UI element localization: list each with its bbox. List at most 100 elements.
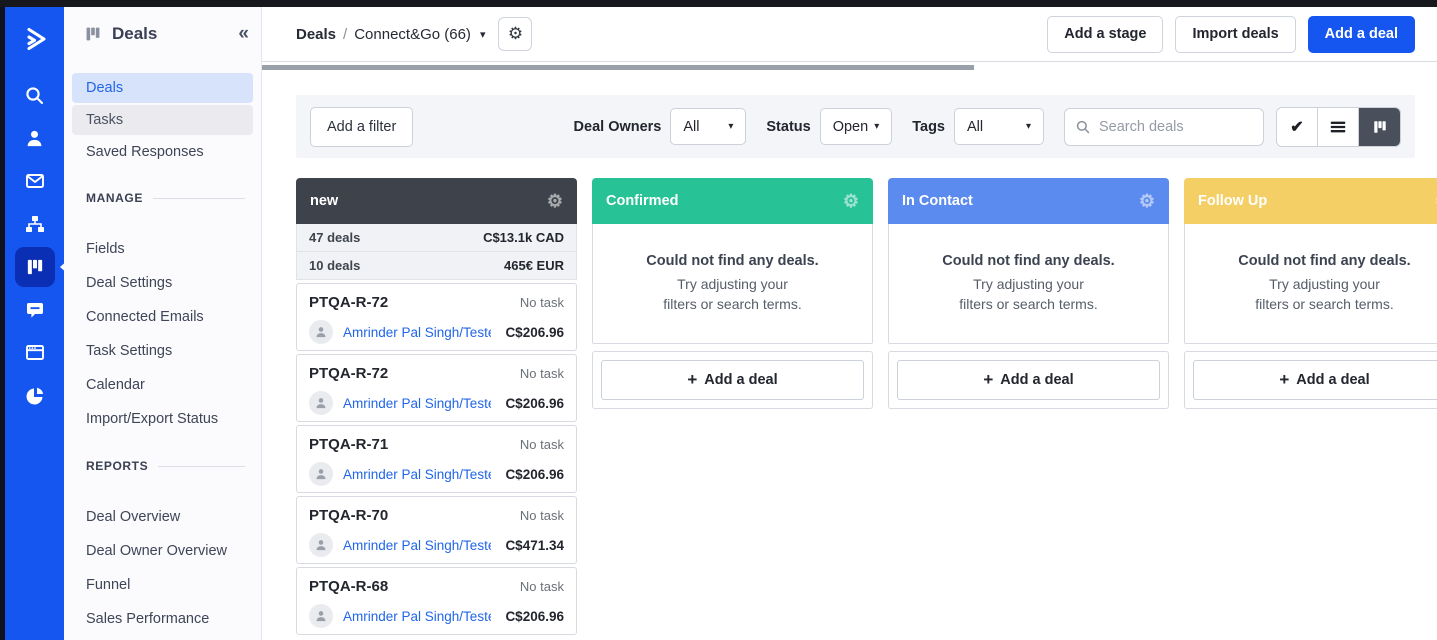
stage-gear-icon[interactable]: ⚙ bbox=[1138, 190, 1155, 211]
filter-toolbar: Add a filter Deal Owners All ▾ Status Op… bbox=[296, 95, 1415, 158]
icon-rail bbox=[0, 7, 68, 640]
add-deal-stage-button[interactable]: + Add a deal bbox=[601, 360, 864, 400]
automations-sitemap-icon[interactable] bbox=[15, 204, 55, 244]
tags-select[interactable]: All ▾ bbox=[954, 108, 1044, 145]
chevron-down-icon: ▾ bbox=[874, 121, 880, 132]
plus-icon: + bbox=[1279, 370, 1290, 389]
search-deals-box[interactable] bbox=[1064, 107, 1264, 146]
kanban-view-button[interactable] bbox=[1359, 107, 1400, 146]
check-icon: ✔ bbox=[1290, 118, 1304, 136]
horizontal-scrollbar[interactable] bbox=[262, 65, 974, 70]
search-deals-input[interactable] bbox=[1099, 118, 1253, 135]
breadcrumb[interactable]: Deals / Connect&Go (66) ▾ bbox=[296, 26, 485, 43]
deal-title[interactable]: PTQA-R-72 bbox=[309, 294, 389, 311]
sidebar-item-saved-responses[interactable]: Saved Responses bbox=[86, 144, 204, 160]
list-icon bbox=[1329, 118, 1347, 136]
deal-owners-label: Deal Owners bbox=[573, 118, 662, 135]
top-strip bbox=[0, 0, 1437, 7]
active-notch bbox=[59, 260, 68, 274]
deal-task-status: No task bbox=[519, 295, 564, 310]
deal-title[interactable]: PTQA-R-70 bbox=[309, 507, 389, 524]
chevron-down-icon: ▾ bbox=[728, 121, 734, 132]
rail-edge-divider bbox=[0, 7, 5, 640]
conversations-chat-icon[interactable] bbox=[15, 290, 55, 330]
sidebar-item-connected-emails[interactable]: Connected Emails bbox=[86, 309, 204, 325]
stage-stat-row: 47 deals C$13.1k CAD bbox=[296, 224, 577, 252]
kanban-icon bbox=[1372, 119, 1388, 135]
stage-gear-icon[interactable]: ⚙ bbox=[1435, 191, 1437, 212]
deal-title[interactable]: PTQA-R-72 bbox=[309, 365, 389, 382]
pipeline-selector[interactable]: Connect&Go (66) bbox=[354, 25, 471, 43]
activecampaign-logo-icon[interactable] bbox=[15, 19, 55, 59]
sidebar-section-manage: MANAGE Fields Deal Settings Connected Em… bbox=[64, 191, 261, 435]
sidebar-item-tasks[interactable]: Tasks bbox=[72, 105, 253, 135]
status-select[interactable]: Open ▾ bbox=[819, 108, 893, 145]
status-label: Status bbox=[766, 118, 811, 135]
kanban-board: new ⚙ 47 deals C$13.1k CAD 10 deals 465€… bbox=[296, 178, 1437, 640]
avatar bbox=[309, 320, 333, 344]
sidebar-item-task-settings[interactable]: Task Settings bbox=[86, 343, 173, 359]
deal-owners-select[interactable]: All ▾ bbox=[670, 108, 747, 145]
list-view-button[interactable] bbox=[1318, 107, 1359, 146]
sidebar-item-deal-settings[interactable]: Deal Settings bbox=[86, 275, 173, 291]
deal-card[interactable]: PTQA-R-70 No task Amrinder Pal Singh/Tes… bbox=[296, 496, 577, 564]
campaigns-mail-icon[interactable] bbox=[15, 161, 55, 201]
section-label: MANAGE bbox=[86, 191, 143, 205]
sidebar-item-calendar[interactable]: Calendar bbox=[86, 377, 145, 393]
stage-header[interactable]: new ⚙ bbox=[296, 178, 577, 224]
avatar bbox=[309, 604, 333, 628]
contacts-icon[interactable] bbox=[15, 118, 55, 158]
sidebar-item-import-export-status[interactable]: Import/Export Status bbox=[86, 411, 219, 427]
deal-card[interactable]: PTQA-R-72 No task Amrinder Pal Singh/Tes… bbox=[296, 354, 577, 422]
deal-title[interactable]: PTQA-R-68 bbox=[309, 578, 389, 595]
deal-contact-link[interactable]: Amrinder Pal Singh/Teste bbox=[343, 466, 491, 482]
deal-contact-link[interactable]: Amrinder Pal Singh/Teste bbox=[343, 608, 491, 624]
add-deal-stage-button[interactable]: + Add a deal bbox=[1193, 360, 1437, 400]
add-filter-button[interactable]: Add a filter bbox=[310, 106, 414, 147]
sidebar-item-funnel[interactable]: Funnel bbox=[86, 577, 131, 593]
sidebar-item-fields[interactable]: Fields bbox=[86, 241, 125, 257]
stage-column-in-contact: In Contact ⚙ Could not find any deals. T… bbox=[888, 178, 1169, 640]
tags-label: Tags bbox=[912, 118, 945, 135]
deal-contact-link[interactable]: Amrinder Pal Singh/Teste bbox=[343, 395, 491, 411]
stage-footer: + Add a deal bbox=[592, 351, 873, 409]
stage-header[interactable]: In Contact ⚙ bbox=[888, 178, 1169, 224]
deal-value: C$471.34 bbox=[505, 537, 564, 553]
chevron-down-icon[interactable]: ▾ bbox=[479, 28, 486, 41]
add-stage-button[interactable]: Add a stage bbox=[1047, 15, 1164, 53]
reports-pie-icon[interactable] bbox=[15, 376, 55, 416]
stage-header[interactable]: Follow Up ⚙ bbox=[1184, 178, 1437, 224]
section-label: REPORTS bbox=[86, 459, 149, 473]
sidebar-item-sales-performance[interactable]: Sales Performance bbox=[86, 611, 210, 627]
deal-contact-link[interactable]: Amrinder Pal Singh/Teste bbox=[343, 537, 491, 553]
page-header: Deals / Connect&Go (66) ▾ ⚙ Add a stage … bbox=[262, 7, 1437, 62]
stage-header[interactable]: Confirmed ⚙ bbox=[592, 178, 873, 224]
stage-column-confirmed: Confirmed ⚙ Could not find any deals. Tr… bbox=[592, 178, 873, 640]
breadcrumb-deals[interactable]: Deals bbox=[296, 25, 337, 43]
deal-task-status: No task bbox=[519, 508, 564, 523]
deal-card[interactable]: PTQA-R-68 No task Amrinder Pal Singh/Tes… bbox=[296, 567, 577, 635]
pipeline-settings-button[interactable]: ⚙ bbox=[498, 17, 533, 51]
deal-title[interactable]: PTQA-R-71 bbox=[309, 436, 389, 453]
sidebar-item-deals[interactable]: Deals bbox=[72, 73, 253, 103]
deals-kanban-icon[interactable] bbox=[14, 247, 68, 287]
sidebar-item-deal-overview[interactable]: Deal Overview bbox=[86, 509, 181, 525]
view-toggle-group: ✔ bbox=[1276, 106, 1401, 147]
deal-card[interactable]: PTQA-R-72 No task Amrinder Pal Singh/Tes… bbox=[296, 283, 577, 351]
empty-state: Could not find any deals. Try adjusting … bbox=[1184, 224, 1437, 344]
task-view-button[interactable]: ✔ bbox=[1277, 107, 1318, 146]
import-deals-button[interactable]: Import deals bbox=[1175, 15, 1296, 53]
website-window-icon[interactable] bbox=[15, 333, 55, 373]
search-icon[interactable] bbox=[15, 75, 55, 115]
stage-footer: + Add a deal bbox=[1184, 351, 1437, 409]
collapse-sidebar-icon[interactable]: « bbox=[238, 23, 248, 44]
add-deal-stage-button[interactable]: + Add a deal bbox=[897, 360, 1160, 400]
breadcrumb-separator: / bbox=[343, 25, 348, 43]
deal-contact-link[interactable]: Amrinder Pal Singh/Teste bbox=[343, 324, 491, 340]
stage-gear-icon[interactable]: ⚙ bbox=[546, 190, 563, 211]
stage-gear-icon[interactable]: ⚙ bbox=[842, 190, 859, 211]
deal-card[interactable]: PTQA-R-71 No task Amrinder Pal Singh/Tes… bbox=[296, 425, 577, 493]
sidebar-item-deal-owner-overview[interactable]: Deal Owner Overview bbox=[86, 543, 228, 559]
add-deal-button[interactable]: Add a deal bbox=[1307, 15, 1415, 53]
deal-task-status: No task bbox=[519, 366, 564, 381]
